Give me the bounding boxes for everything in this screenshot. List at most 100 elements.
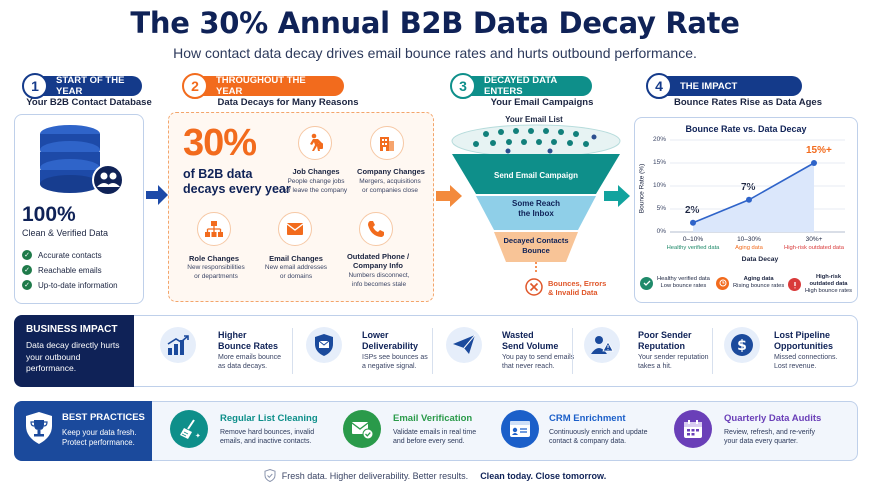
email-funnel: [451, 124, 621, 274]
x-tick-label: 0–10% Healthy verified data: [666, 236, 720, 251]
bounce-text: Bounces, Errors & Invalid Data: [548, 279, 607, 297]
trophy-shield-icon: [26, 412, 52, 444]
y-tick-label: 10%: [652, 182, 666, 189]
decay-text: of B2B data decays every year: [183, 167, 291, 196]
reason-title: Job Changes: [292, 167, 340, 176]
y-tick-label: 20%: [652, 136, 666, 143]
funnel-stage-bounce: Decayed Contacts Bounce: [503, 236, 569, 255]
check-icon: ✓: [22, 250, 32, 260]
best-practices-title: BEST PRACTICES: [62, 412, 145, 423]
footer-tagline: Clean today. Close tomorrow.: [480, 470, 607, 481]
shield-envelope-icon: [306, 327, 342, 363]
check-icon: ✓: [22, 265, 32, 275]
arrow-right-icon: [436, 185, 462, 207]
phone-icon: [359, 212, 393, 246]
practice-desc: Remove hard bounces, invalid emails, and …: [220, 429, 315, 445]
legend-item: High-risk outdated data High bounce rates: [788, 274, 852, 295]
bar-chart-icon: [160, 327, 196, 363]
y-tick-label: 0%: [656, 228, 666, 235]
divider: [292, 328, 293, 374]
step-2-subtitle: Data Decays for Many Reasons: [217, 97, 359, 108]
divider: [712, 328, 713, 374]
reason-title: Outdated Phone / Company Info: [346, 252, 410, 270]
aging-data-icon: [716, 276, 729, 290]
legend-item: Aging data Rising bounce rates: [716, 276, 784, 290]
page-title: The 30% Annual B2B Data Decay Rate: [130, 6, 740, 40]
data-label: 7%: [741, 181, 756, 193]
shield-check-icon: [264, 469, 276, 482]
best-practices-desc: Keep your data fresh. Protect performance…: [62, 428, 137, 447]
divider: [432, 328, 433, 374]
step-4-label: THE IMPACT: [680, 80, 738, 92]
impact-desc: Your sender reputation takes a hit.: [638, 354, 709, 370]
impact-desc: You pay to send emails that never reach.: [502, 354, 575, 370]
step-2-number: 2: [182, 73, 208, 99]
step-1-number: 1: [22, 73, 48, 99]
practice-title: Quarterly Data Audits: [724, 413, 822, 424]
funnel-stage-inbox: Some Reach the Inbox: [511, 199, 561, 218]
x-tick-label: 10–30% Aging data: [735, 236, 763, 251]
building-icon: [370, 126, 404, 160]
impact-title: Poor Sender Reputation: [638, 330, 692, 351]
crm-card-icon: [501, 410, 539, 448]
step-4-subtitle: Bounce Rates Rise as Data Ages: [673, 97, 822, 108]
step-2-header: 2 THROUGHOUT THE YEAR: [182, 73, 344, 99]
reason-desc: Numbers disconnect, info becomes stale: [348, 272, 410, 288]
chart-ylabel: Bounce Rate (%): [638, 163, 646, 214]
arrow-right-icon: [604, 185, 630, 207]
y-tick-label: 15%: [652, 159, 666, 166]
footer: Fresh data. Higher deliverability. Bette…: [0, 469, 870, 482]
business-impact-header: [14, 315, 134, 387]
divider: [572, 328, 573, 374]
practice-title: CRM Enrichment: [549, 413, 626, 424]
footer-text: Fresh data. Higher deliverability. Bette…: [281, 470, 469, 481]
dollar-icon: $: [724, 327, 760, 363]
paper-plane-icon: [446, 327, 482, 363]
email-check-icon: [343, 410, 381, 448]
practice-desc: Continuously enrich and update contact & …: [549, 429, 648, 445]
database-icon: [40, 125, 124, 196]
healthy-data-icon: [640, 276, 653, 290]
step-3-subtitle: Your Email Campaigns: [490, 97, 594, 108]
check-item: ✓ Reachable emails: [22, 265, 102, 275]
legend-item: Healthy verified data Low bounce rates: [640, 276, 710, 290]
impact-title: Lower Deliverability: [362, 330, 419, 351]
chart-xlabel: Data Decay: [741, 256, 779, 263]
impact-desc: ISPs see bounces as a negative signal.: [362, 354, 428, 370]
best-practices-panel: [14, 401, 858, 461]
business-impact-desc: Data decay directly hurts your outbound …: [26, 340, 120, 373]
x-tick-label: 30%+ High-risk outdated data: [784, 236, 844, 251]
broom-icon: ✦: [170, 410, 208, 448]
practice-title: Regular List Cleaning: [220, 413, 318, 424]
reason-title: Role Changes: [188, 254, 239, 263]
check-icon: ✓: [22, 280, 32, 290]
reason-desc: New responsibilities or departments: [187, 264, 245, 280]
business-impact-title: BUSINESS IMPACT: [26, 324, 118, 335]
reason-desc: People change jobs or leave the company: [284, 178, 348, 194]
reason-title: Company Changes: [357, 167, 425, 176]
reason-desc: New email addresses or domains: [264, 264, 328, 280]
step-3-header: 3 DECAYED DATA ENTERS: [450, 73, 592, 99]
step-2-label: THROUGHOUT THE YEAR: [216, 75, 306, 97]
bounce-x-icon: [525, 278, 543, 296]
svg-text:✦: ✦: [195, 432, 200, 440]
step-1-header: 1 START OF THE YEAR: [22, 73, 142, 99]
impact-title: Wasted Send Volume: [502, 330, 559, 351]
data-label: 15%+: [806, 145, 832, 156]
person-walking-icon: [298, 126, 332, 160]
business-impact-panel: [14, 315, 858, 387]
y-tick-label: 5%: [656, 205, 666, 212]
funnel-stage-send: Send Email Campaign: [493, 171, 579, 180]
decay-percentage: 30%: [183, 122, 257, 164]
svg-text:$: $: [737, 338, 747, 354]
impact-title: Lost Pipeline Opportunities: [774, 330, 833, 351]
calendar-icon: [674, 410, 712, 448]
warning-user-icon: [584, 327, 620, 363]
step-3-label: DECAYED DATA ENTERS: [484, 75, 557, 97]
step-4-number: 4: [646, 73, 672, 99]
reason-title: Email Changes: [269, 254, 323, 263]
page-subtitle: How contact data decay drives email boun…: [173, 45, 697, 61]
practice-desc: Review, refresh, and re-verify your data …: [724, 429, 816, 445]
practice-title: Email Verification: [393, 413, 473, 424]
impact-desc: Missed connections. Lost revenue.: [774, 354, 838, 370]
